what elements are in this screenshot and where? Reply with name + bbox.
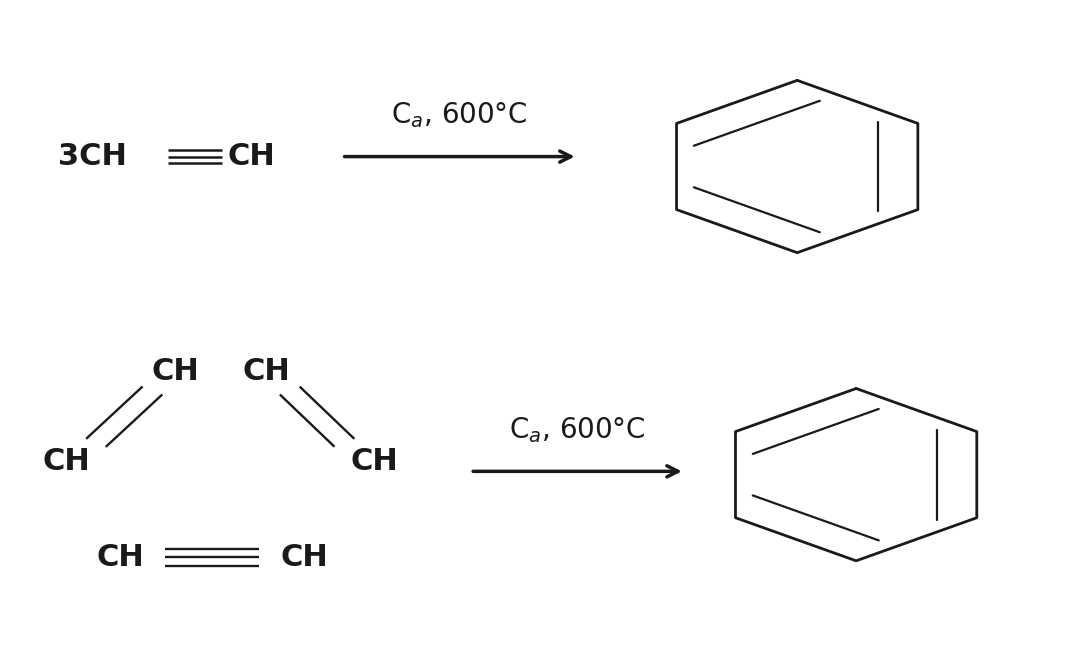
Text: C$_a$, 600°C: C$_a$, 600°C xyxy=(509,415,646,445)
Text: CH: CH xyxy=(227,142,274,171)
Text: CH: CH xyxy=(350,447,397,476)
Text: CH: CH xyxy=(281,543,328,572)
Text: CH: CH xyxy=(96,543,144,572)
Text: CH: CH xyxy=(42,447,91,476)
Text: C$_a$, 600°C: C$_a$, 600°C xyxy=(391,100,528,130)
Text: CH: CH xyxy=(152,358,200,386)
Text: CH: CH xyxy=(243,358,291,386)
Text: 3CH: 3CH xyxy=(57,142,126,171)
